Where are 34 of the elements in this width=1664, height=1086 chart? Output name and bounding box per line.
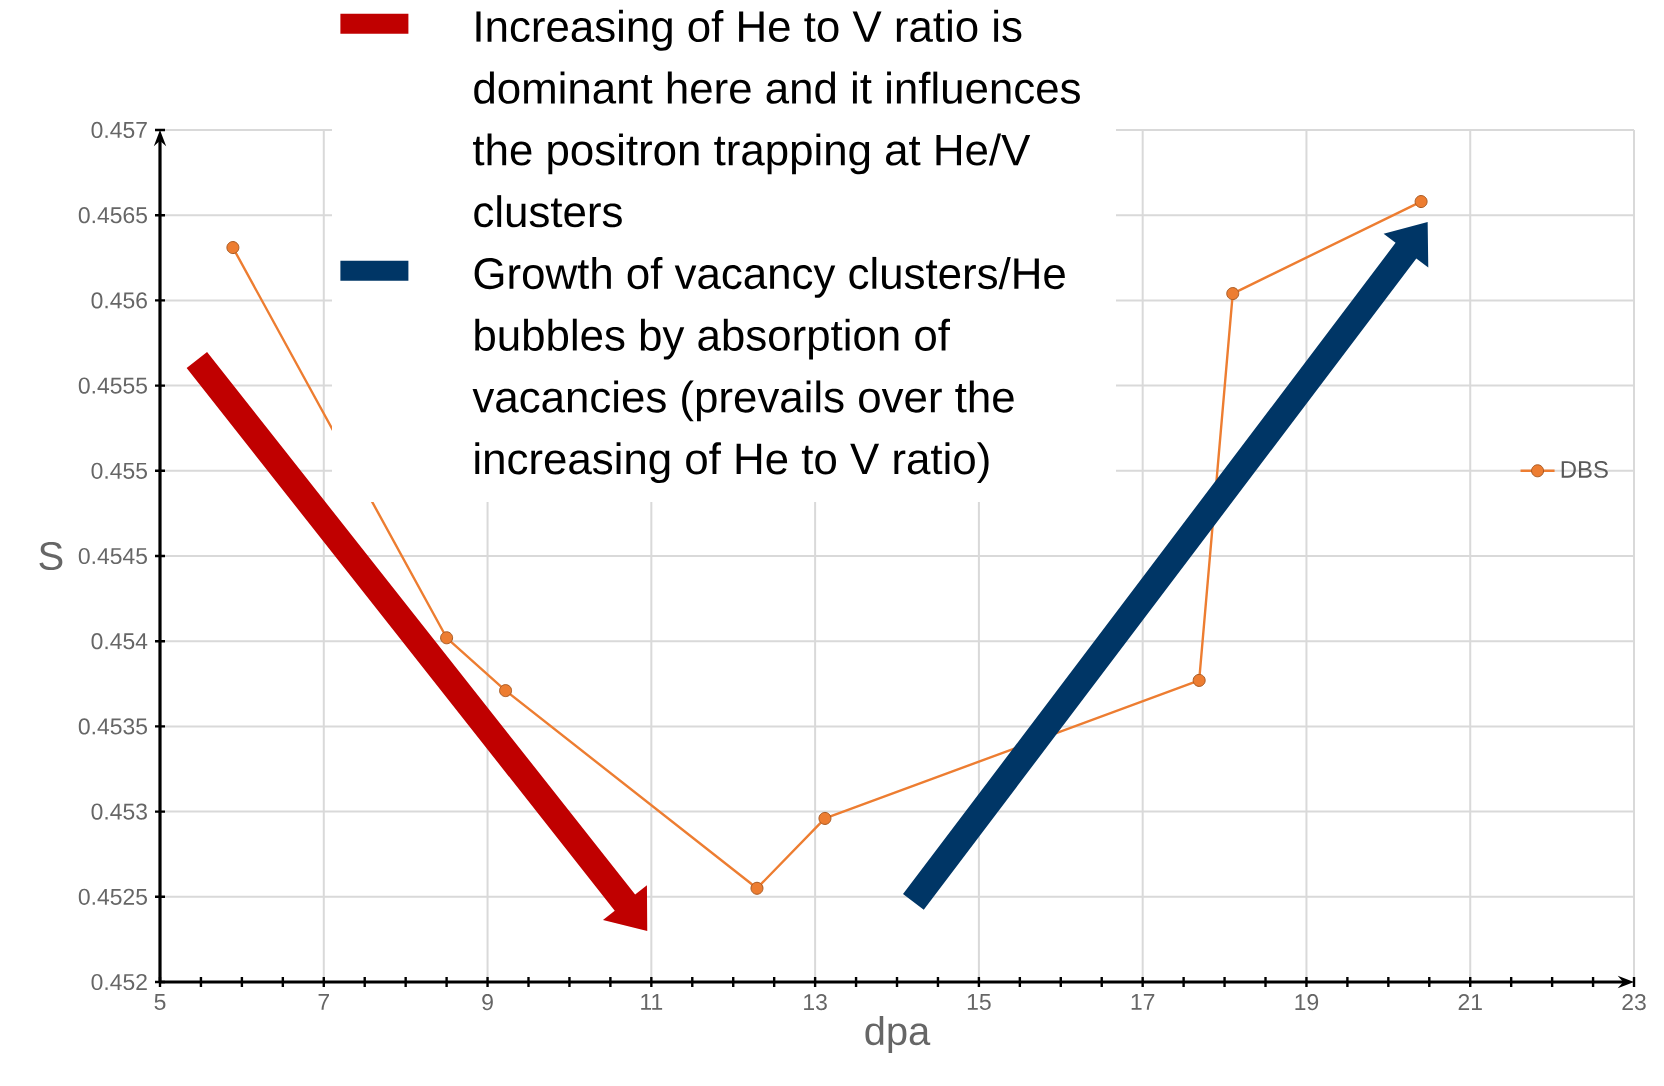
x-tick-label: 5 [154,994,166,1011]
y-tick-label: 0.456 [91,292,147,309]
x-tick-label: 9 [482,994,493,1011]
y-tick-label: 0.453 [91,803,147,820]
point [226,241,240,255]
y-tick-label: 0.4525 [78,888,147,905]
x-tick-label: 15 [967,994,991,1011]
point [499,684,513,698]
x-tick-label: 21 [1458,994,1482,1011]
y-tick-label: 0.455 [91,462,147,479]
y-tick-label: 0.4545 [78,547,147,565]
x-axis-title: dpa [865,1015,931,1054]
point [1192,673,1206,687]
x-tick-label: 7 [318,994,329,1010]
x-tick-label: 13 [804,994,827,1011]
legend-label: DBS [1561,460,1608,478]
x-tick-label: 19 [1295,994,1319,1011]
point [1414,195,1428,209]
x-tick-label: 11 [641,994,663,1010]
y-tick-label: 0.452 [91,973,147,991]
y-tick-label: 0.4565 [78,207,147,224]
y-tick-label: 0.4555 [78,377,147,394]
y-tick-label: 0.457 [91,121,147,139]
point [818,811,832,825]
x-tick-label: 17 [1131,994,1155,1010]
point [1226,287,1240,301]
point [750,881,764,895]
point [440,631,454,645]
y-tick-label: 0.454 [91,633,148,650]
x-tick-label: 23 [1622,994,1646,1011]
annotation: Growth of vacancy clusters/He bubbles by absorption of vacancies (prevails over the increasing of He to V ratio) [472,256,1065,484]
y-axis-title: S [39,541,63,571]
annotation: Increasing of He to V ratio is dominant here and it influences the positron trapping at He/V clusters [473,9,1080,228]
y-tick-label: 0.4535 [78,718,147,735]
